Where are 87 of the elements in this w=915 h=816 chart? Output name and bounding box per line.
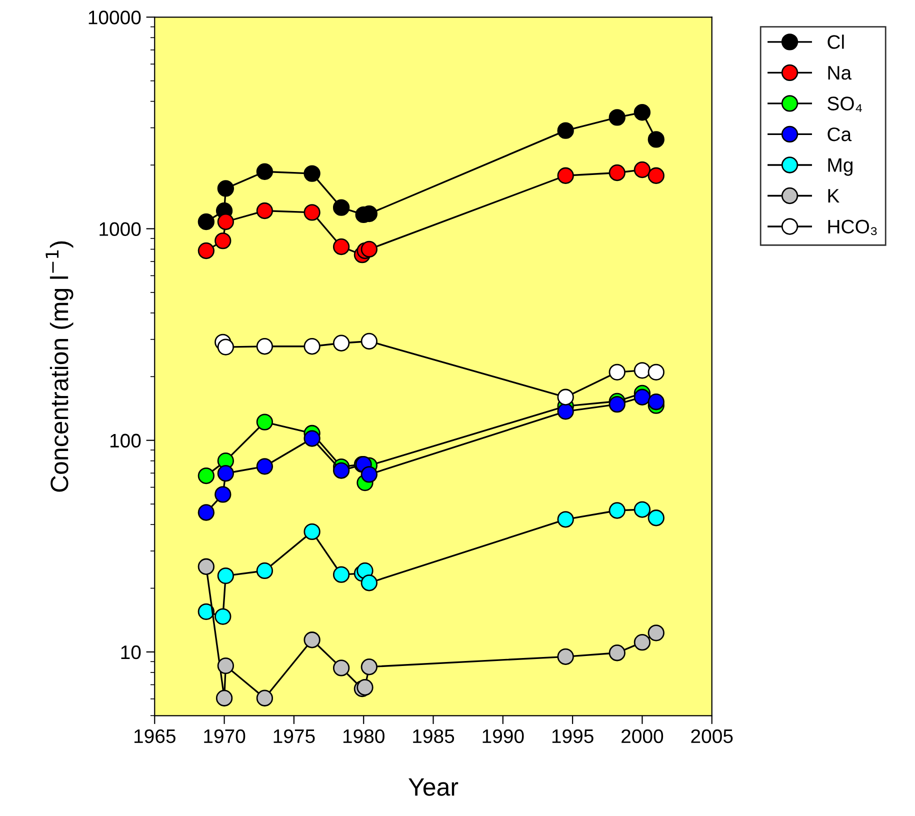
point	[557, 122, 574, 139]
point	[332, 238, 350, 256]
point	[557, 648, 574, 665]
point	[648, 167, 664, 184]
point	[634, 501, 651, 518]
point	[608, 164, 626, 182]
point	[217, 567, 234, 584]
legend-label: Mg	[828, 158, 852, 176]
point	[648, 131, 664, 148]
point	[360, 574, 378, 592]
point	[634, 104, 651, 121]
point	[198, 603, 215, 620]
legend-label: K	[828, 189, 840, 203]
point	[557, 388, 574, 406]
point	[198, 213, 215, 230]
point	[304, 632, 320, 648]
x-tick-label: 2000	[622, 729, 664, 744]
point	[304, 204, 320, 221]
point	[332, 566, 350, 583]
legend-label: Ca	[828, 127, 852, 142]
point	[256, 690, 274, 706]
point	[356, 679, 374, 696]
y-axis-title: Concentration (mg l$^{−1}$)	[46, 241, 74, 492]
point	[198, 467, 215, 484]
point	[608, 396, 626, 413]
point	[648, 364, 664, 380]
x-tick-label: 1965	[134, 729, 176, 744]
point	[557, 511, 574, 528]
point	[304, 430, 320, 447]
x-axis-title: Year	[408, 778, 458, 796]
point	[198, 504, 215, 521]
point	[634, 362, 651, 379]
point	[360, 658, 378, 676]
point	[608, 109, 626, 126]
y-tick-label: 100	[110, 434, 141, 448]
legend-label: Cl	[828, 34, 844, 49]
point	[360, 240, 378, 258]
x-tick-label: 1970	[204, 729, 246, 744]
point	[608, 502, 626, 519]
x-tick-label: 1975	[274, 729, 315, 744]
point	[557, 403, 574, 420]
point	[214, 486, 232, 503]
x-tick-label: 1990	[482, 729, 524, 744]
legend-label: Na	[828, 66, 852, 80]
point	[214, 232, 232, 250]
point	[557, 167, 574, 184]
x-tick-label: 1985	[413, 729, 454, 744]
point	[332, 660, 350, 676]
point	[217, 657, 234, 674]
legend-label: HCO₃	[828, 220, 877, 236]
point	[256, 562, 274, 580]
point	[648, 624, 664, 642]
legend-label: SO₄	[828, 96, 862, 112]
point	[332, 199, 350, 216]
y-tick-label: 10000	[88, 10, 141, 24]
x-tick-label: 1980	[343, 729, 384, 744]
point	[634, 161, 651, 178]
point	[634, 634, 651, 651]
y-tick-label: 10	[121, 645, 141, 660]
point	[360, 332, 378, 350]
point	[304, 338, 320, 355]
point	[608, 364, 626, 380]
point	[256, 458, 274, 475]
point	[256, 414, 274, 430]
point	[214, 608, 232, 625]
point	[217, 213, 234, 230]
point	[217, 180, 234, 197]
point	[634, 388, 651, 406]
point	[198, 558, 215, 575]
x-tick-label: 1995	[552, 729, 594, 744]
point	[608, 644, 626, 662]
point	[216, 690, 233, 706]
point	[217, 338, 234, 356]
x-tick-label: 2005	[691, 729, 733, 744]
point	[332, 462, 350, 479]
point	[360, 466, 378, 483]
point	[256, 163, 274, 180]
point	[648, 510, 664, 526]
point	[198, 242, 215, 260]
point	[217, 465, 234, 482]
point	[332, 334, 350, 352]
point	[256, 202, 274, 220]
point	[256, 338, 274, 355]
point	[304, 523, 320, 540]
y-tick-label: 1000	[100, 222, 141, 236]
point	[648, 394, 664, 410]
point	[304, 165, 320, 182]
